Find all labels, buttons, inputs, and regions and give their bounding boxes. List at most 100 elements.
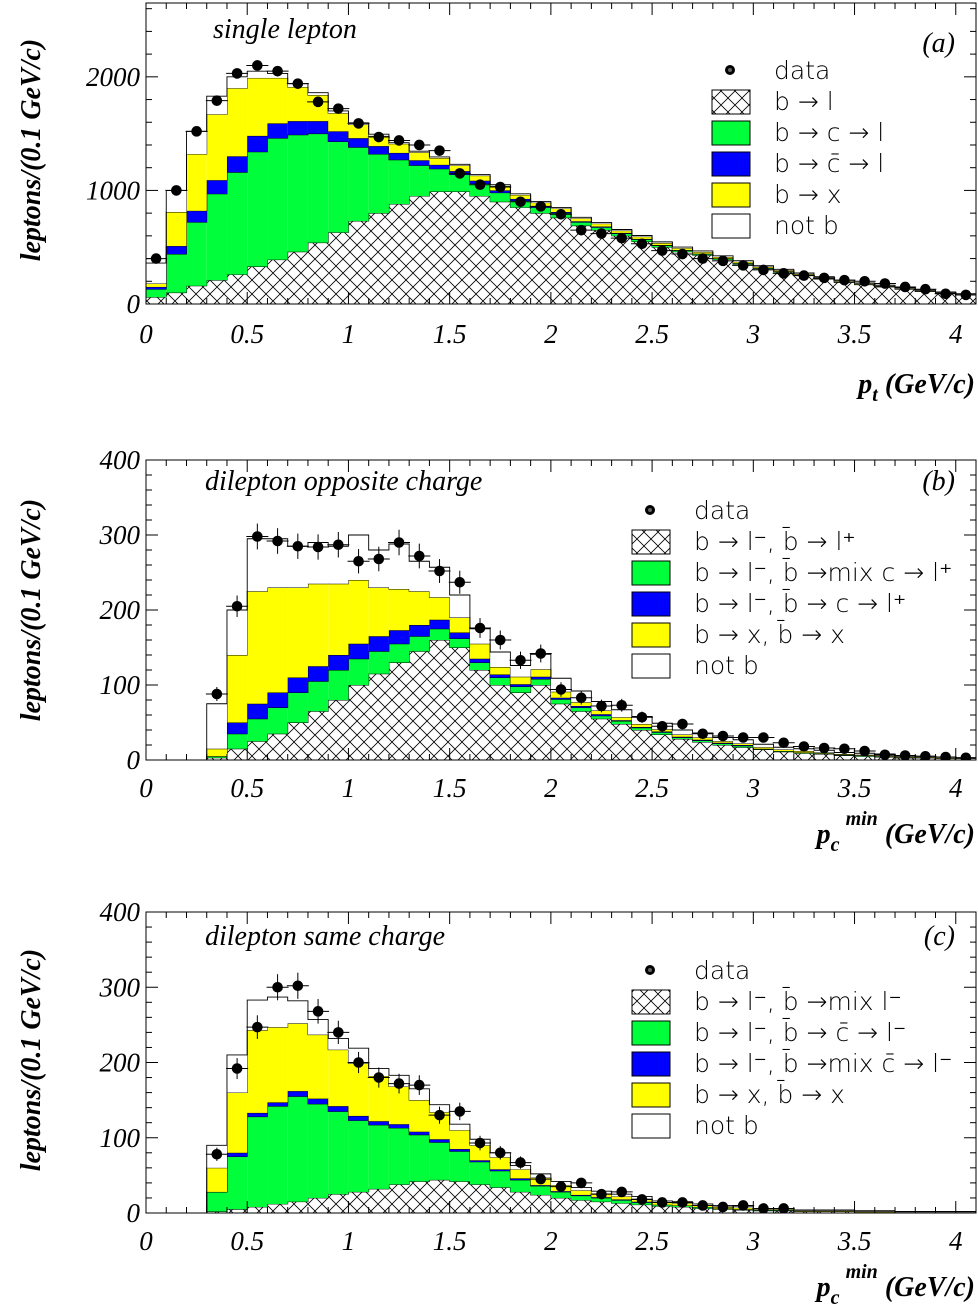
bar-a-1-6 — [267, 138, 288, 260]
series-c-1 — [146, 1095, 976, 1213]
data-point-a-29 — [737, 260, 749, 271]
ticks-a — [145, 3, 977, 305]
data-points-a — [146, 60, 976, 301]
data-point-c-18 — [575, 1177, 587, 1189]
data-point-a-5 — [252, 60, 263, 71]
bar-c-0-22 — [591, 1201, 612, 1213]
bar-a-4-13 — [409, 151, 430, 153]
bar-b-3-7 — [287, 587, 308, 678]
x-axis-label-sub-b: c — [831, 834, 840, 856]
bar-c-1-22 — [591, 1197, 612, 1202]
bar-a-2-10 — [348, 138, 369, 148]
bar-c-1-3 — [206, 1191, 227, 1212]
bar-b-3-30 — [753, 747, 774, 749]
bar-a-0-2 — [186, 285, 207, 304]
bar-b-3-5 — [247, 591, 268, 704]
bar-c-2-18 — [510, 1178, 531, 1180]
bar-b-2-18 — [510, 684, 531, 687]
legend-marker-b-5 — [631, 653, 671, 679]
data-point-a-26 — [677, 248, 688, 260]
bar-c-1-15 — [449, 1151, 470, 1182]
bar-b-1-18 — [510, 686, 531, 693]
bar-b-1-27 — [692, 740, 713, 742]
bar-b-2-6 — [267, 692, 288, 708]
x-axis-label-unit-c: (GeV/c) — [878, 1272, 975, 1303]
data-point-a-11 — [373, 131, 385, 143]
legend-label-a-2: b → c → l — [774, 118, 884, 147]
bar-a-0-12 — [388, 204, 410, 304]
data-point-a-21 — [575, 224, 587, 236]
x-tick-label-a: 3 — [746, 319, 761, 349]
data-point-a-9 — [333, 103, 344, 114]
bar-c-3-15 — [449, 1130, 470, 1150]
panel-label-b: (b) — [922, 466, 955, 497]
bar-a-0-25 — [652, 247, 673, 304]
bar-a-0-7 — [287, 251, 308, 304]
data-point-b-19 — [596, 700, 607, 712]
bar-c-2-17 — [490, 1169, 511, 1171]
data-point-a-17 — [494, 181, 506, 193]
data-point-a-22 — [596, 228, 607, 239]
bar-b-4-7 — [287, 546, 308, 588]
panel-title-c: dilepton same charge — [205, 921, 445, 952]
data-point-c-27 — [758, 1203, 769, 1213]
bar-c-3-18 — [510, 1169, 531, 1179]
x-tick-label-c: 3 — [746, 1226, 761, 1256]
bar-b-2-7 — [287, 677, 308, 693]
bar-b-0-13 — [409, 651, 430, 760]
x-tick-label-a: 0 — [139, 319, 153, 349]
legend-marker-b-2 — [631, 560, 671, 586]
y-tick-label-b: 200 — [100, 595, 141, 625]
series-b-3 — [146, 579, 976, 760]
bar-b-0-24 — [631, 730, 653, 760]
bar-a-4-21 — [571, 217, 592, 219]
bar-b-4-26 — [672, 730, 693, 735]
data-point-b-15 — [515, 654, 526, 666]
bar-a-1-0 — [146, 289, 167, 298]
data-point-b-27 — [758, 732, 769, 743]
data-point-a-14 — [434, 145, 445, 156]
bar-a-1-9 — [328, 141, 349, 233]
bar-b-2-17 — [490, 674, 511, 678]
bar-c-2-6 — [267, 1102, 288, 1107]
bar-c-0-7 — [287, 1201, 308, 1213]
legend-label-b-5: not b — [694, 651, 759, 680]
data-point-c-3 — [272, 981, 283, 993]
bar-a-3-24 — [631, 236, 653, 239]
bar-c-3-11 — [368, 1076, 389, 1122]
data-point-c-16 — [535, 1173, 547, 1185]
bar-b-3-18 — [510, 676, 531, 685]
data-point-c-10 — [413, 1079, 425, 1091]
bar-a-0-34 — [834, 282, 855, 304]
legend-label-b-4: b → x, b̄ → x — [694, 619, 845, 649]
bar-b-3-3 — [206, 748, 227, 757]
legend-marker-a-1 — [711, 89, 751, 115]
bar-c-2-4 — [226, 1152, 248, 1157]
bar-b-4-18 — [510, 665, 531, 677]
bar-b-0-3 — [206, 757, 227, 760]
bar-c-4-8 — [307, 1019, 329, 1035]
bar-c-0-29 — [733, 1209, 754, 1213]
bar-c-2-9 — [328, 1106, 349, 1112]
bar-b-3-13 — [409, 591, 430, 625]
bar-b-2-15 — [449, 632, 470, 639]
bar-c-2-15 — [449, 1149, 470, 1152]
bar-b-2-5 — [247, 703, 268, 719]
bar-a-0-38 — [915, 291, 936, 304]
bar-b-4-30 — [753, 744, 774, 748]
bar-a-1-17 — [490, 192, 511, 202]
bar-a-1-13 — [409, 165, 430, 197]
data-point-b-7 — [353, 555, 364, 567]
data-point-b-1 — [231, 600, 243, 612]
bar-c-1-18 — [510, 1179, 531, 1192]
bar-b-0-9 — [328, 700, 349, 760]
data-point-a-0 — [150, 253, 162, 264]
bar-c-0-19 — [530, 1194, 551, 1213]
x-tick-label-b: 3 — [746, 773, 761, 803]
bar-b-1-20 — [550, 699, 572, 704]
bar-b-1-23 — [611, 721, 632, 724]
bar-b-3-10 — [348, 580, 369, 644]
bar-b-2-8 — [307, 666, 329, 682]
data-point-b-3 — [272, 535, 283, 547]
data-point-a-2 — [191, 126, 202, 137]
